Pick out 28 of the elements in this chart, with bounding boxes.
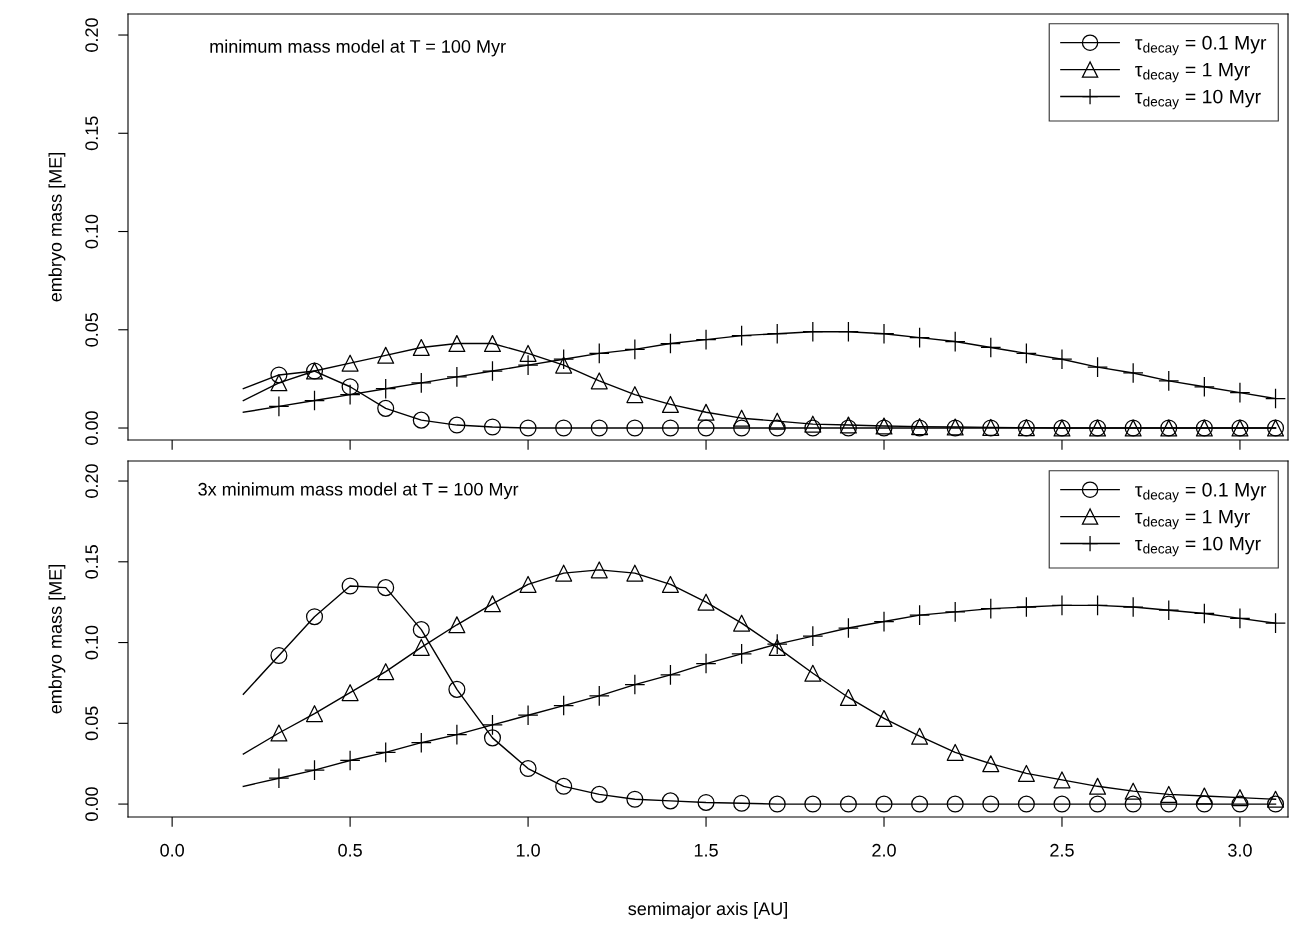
annotation: 3x minimum mass model at T = 100 Myr — [198, 482, 519, 500]
y-tick-label: 0.10 — [85, 214, 99, 249]
y-tick-label: 0.20 — [85, 18, 99, 52]
legend-label: τ$_{decay}$ = 0.1 Myr — [1135, 482, 1267, 503]
y-tick-label: 0.15 — [85, 544, 99, 579]
x-tick-label: 1.0 — [516, 843, 540, 857]
legend-label: τ$_{decay}$ = 10 Myr — [1135, 89, 1261, 110]
y-axis-title: embryo mass [ME] — [48, 153, 66, 302]
x-tick-label: 0.0 — [160, 843, 184, 857]
y-tick-label: 0.15 — [85, 116, 99, 151]
legend-label: τ$_{decay}$ = 1 Myr — [1135, 62, 1250, 83]
legend-label: τ$_{decay}$ = 1 Myr — [1135, 509, 1250, 530]
y-tick-label: 0.10 — [85, 625, 99, 660]
annotation: minimum mass model at T = 100 Myr — [210, 39, 506, 57]
x-tick-label: 2.0 — [872, 843, 896, 857]
y-tick-label: 0.20 — [85, 464, 99, 498]
x-tick-label: 3.0 — [1228, 843, 1252, 857]
y-tick-label: 0.05 — [85, 312, 99, 347]
x-axis-title: semimajor axis [AU] — [628, 901, 787, 919]
y-axis-title: embryo mass [ME] — [48, 565, 66, 714]
y-tick-label: 0.05 — [85, 706, 99, 741]
x-tick-label: 0.5 — [338, 843, 362, 857]
x-tick-label: 2.5 — [1050, 843, 1074, 857]
y-tick-label: 0.00 — [85, 411, 99, 445]
x-tick-label: 1.5 — [694, 844, 718, 857]
y-tick-label: 0.00 — [85, 787, 99, 821]
legend-label: τ$_{decay}$ = 0.1 Myr — [1135, 35, 1267, 56]
legend-label: τ$_{decay}$ = 10 Myr — [1135, 536, 1261, 557]
